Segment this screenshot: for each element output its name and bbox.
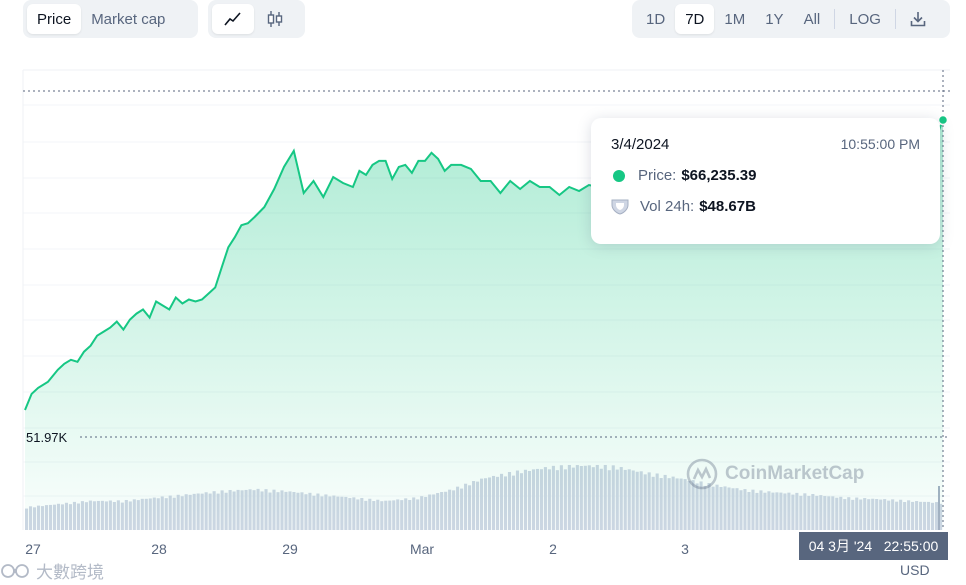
coinmarketcap-watermark: CoinMarketCap (686, 458, 864, 490)
line-chart-button[interactable] (212, 4, 254, 34)
watermark-text: CoinMarketCap (725, 463, 865, 484)
price-tab[interactable]: Price (27, 4, 82, 34)
tooltip-price-value: $66,235.39 (681, 167, 757, 184)
candlestick-button[interactable] (254, 4, 296, 34)
candlestick-icon (267, 11, 283, 27)
price-tooltip: 3/4/2024 10:55:00 PM Price: $66,235.39 V… (591, 118, 940, 244)
range-1m-button[interactable]: 1M (724, 10, 746, 28)
reference-lines (23, 70, 950, 530)
tooltip-volume-value: $48.67B (699, 198, 756, 215)
metric-toggle: Price Market cap (23, 0, 198, 38)
tooltip-volume-label: Vol 24h: (640, 198, 695, 215)
price-dot-icon (613, 169, 625, 182)
tooltip-time: 10:55:00 PM (840, 136, 920, 152)
range-1y-button[interactable]: 1Y (765, 10, 784, 28)
download-button[interactable] (900, 4, 936, 34)
tooltip-date: 3/4/2024 (611, 136, 670, 153)
low-price-label: 51.97K (26, 430, 68, 445)
chart-style-toggle (208, 0, 305, 38)
tooltip-price-label: Price: (638, 167, 677, 184)
range-1d-button[interactable]: 1D (646, 10, 666, 28)
market-cap-tab[interactable]: Market cap (91, 10, 166, 28)
brand-logo-icon (1, 563, 29, 578)
x-tick-label: 2 (549, 541, 557, 557)
brand-text: 大數跨境 (36, 563, 104, 582)
divider (834, 9, 836, 29)
x-tick-label: 3 (681, 541, 689, 557)
time-range-toggle: 1D 7D 1M 1Y All LOG (632, 0, 950, 38)
range-7d-button[interactable]: 7D (675, 4, 715, 34)
log-scale-button[interactable]: LOG (849, 10, 881, 28)
x-tick-label: 28 (151, 541, 167, 557)
coinmarketcap-logo-icon (686, 458, 718, 490)
divider (894, 9, 896, 29)
current-price-dot (937, 114, 949, 126)
x-tick-label: 29 (282, 541, 298, 557)
currency-label: USD (900, 562, 930, 578)
x-tick-label: 27 (25, 541, 41, 557)
download-icon (910, 12, 926, 27)
volume-shield-icon (611, 199, 629, 215)
x-tick-label: Mar (409, 541, 435, 557)
range-all-button[interactable]: All (803, 10, 821, 28)
crosshair-timestamp: 04 3月 '24 22:55:00 (799, 532, 948, 560)
brand-watermark: 大數跨境 (0, 558, 104, 583)
line-chart-icon (224, 12, 241, 26)
